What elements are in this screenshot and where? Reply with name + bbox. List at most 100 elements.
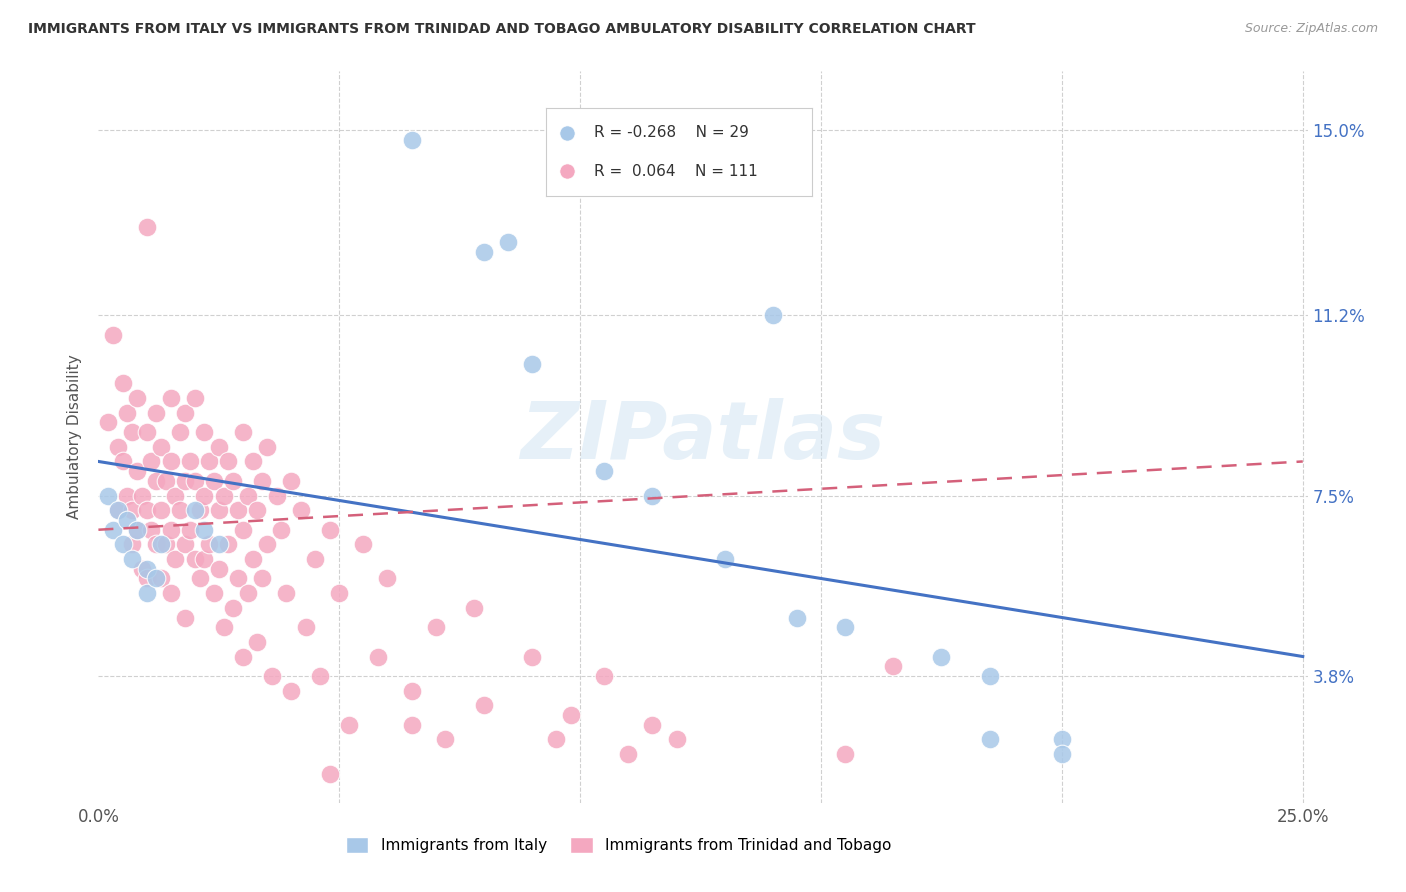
Point xyxy=(97,416,120,430)
Point xyxy=(150,440,173,454)
Point xyxy=(125,523,148,537)
Point xyxy=(208,503,231,517)
Point xyxy=(135,572,157,586)
Point xyxy=(232,523,254,537)
Point xyxy=(193,523,215,537)
Point xyxy=(472,244,495,259)
Point xyxy=(174,474,197,488)
Point xyxy=(236,586,259,600)
Point xyxy=(135,220,157,235)
Point xyxy=(786,610,808,624)
Point xyxy=(184,503,207,517)
Point xyxy=(121,552,143,566)
Point xyxy=(250,572,273,586)
Point xyxy=(328,586,350,600)
Point xyxy=(280,683,302,698)
Point xyxy=(141,523,163,537)
Point xyxy=(165,489,187,503)
Point xyxy=(97,489,120,503)
Point xyxy=(159,454,181,468)
Point xyxy=(135,425,157,440)
Point xyxy=(174,537,197,551)
Point xyxy=(208,537,231,551)
Point xyxy=(107,503,129,517)
Point xyxy=(188,503,211,517)
Text: Source: ZipAtlas.com: Source: ZipAtlas.com xyxy=(1244,22,1378,36)
Point xyxy=(169,425,191,440)
Point xyxy=(834,620,856,634)
Point xyxy=(472,698,495,713)
Point xyxy=(145,537,167,551)
Legend: Immigrants from Italy, Immigrants from Trinidad and Tobago: Immigrants from Italy, Immigrants from T… xyxy=(337,830,898,861)
Point xyxy=(242,552,264,566)
Point xyxy=(641,489,664,503)
Point xyxy=(337,718,360,732)
Point xyxy=(1050,732,1073,747)
Point xyxy=(174,406,197,420)
Point xyxy=(377,572,399,586)
Point xyxy=(544,732,567,747)
Point xyxy=(202,586,225,600)
Point xyxy=(463,600,485,615)
Point xyxy=(425,620,447,634)
Point xyxy=(145,474,167,488)
Point xyxy=(117,489,139,503)
Point xyxy=(226,572,249,586)
Point xyxy=(641,718,664,732)
Point xyxy=(352,537,374,551)
Point xyxy=(218,537,240,551)
Point xyxy=(155,537,177,551)
Point xyxy=(135,586,157,600)
Point xyxy=(1050,747,1073,761)
Point xyxy=(222,474,245,488)
Point xyxy=(276,586,298,600)
Point xyxy=(226,503,249,517)
Point xyxy=(159,523,181,537)
Text: ZIPatlas: ZIPatlas xyxy=(520,398,886,476)
Point xyxy=(198,537,221,551)
Point xyxy=(150,503,173,517)
Point xyxy=(882,659,904,673)
Point xyxy=(117,513,139,527)
Point xyxy=(304,552,326,566)
Point xyxy=(145,406,167,420)
Point xyxy=(212,620,235,634)
Point xyxy=(979,732,1001,747)
Y-axis label: Ambulatory Disability: Ambulatory Disability xyxy=(67,355,83,519)
Point xyxy=(121,503,143,517)
Point xyxy=(931,649,953,664)
Point xyxy=(260,669,283,683)
Point xyxy=(212,489,235,503)
Point xyxy=(560,708,582,723)
Point xyxy=(290,503,312,517)
Point xyxy=(159,391,181,405)
Point xyxy=(246,503,269,517)
Point xyxy=(367,649,389,664)
Point xyxy=(193,552,215,566)
Point xyxy=(179,454,201,468)
Point xyxy=(401,133,423,147)
Point xyxy=(208,562,231,576)
Point xyxy=(107,503,129,517)
Point xyxy=(111,537,134,551)
Point xyxy=(834,747,856,761)
Point xyxy=(593,669,616,683)
Point xyxy=(593,464,616,478)
Point xyxy=(232,649,254,664)
Point xyxy=(665,732,688,747)
Point xyxy=(121,425,143,440)
Point xyxy=(188,572,211,586)
Point xyxy=(294,620,316,634)
Point xyxy=(135,503,157,517)
Point xyxy=(184,391,207,405)
Point xyxy=(520,649,543,664)
Point xyxy=(159,586,181,600)
Point xyxy=(193,489,215,503)
Point xyxy=(125,391,148,405)
Point xyxy=(434,732,457,747)
Point xyxy=(520,357,543,371)
Point xyxy=(762,308,785,322)
Point xyxy=(111,454,134,468)
Point xyxy=(141,454,163,468)
Point xyxy=(318,523,340,537)
